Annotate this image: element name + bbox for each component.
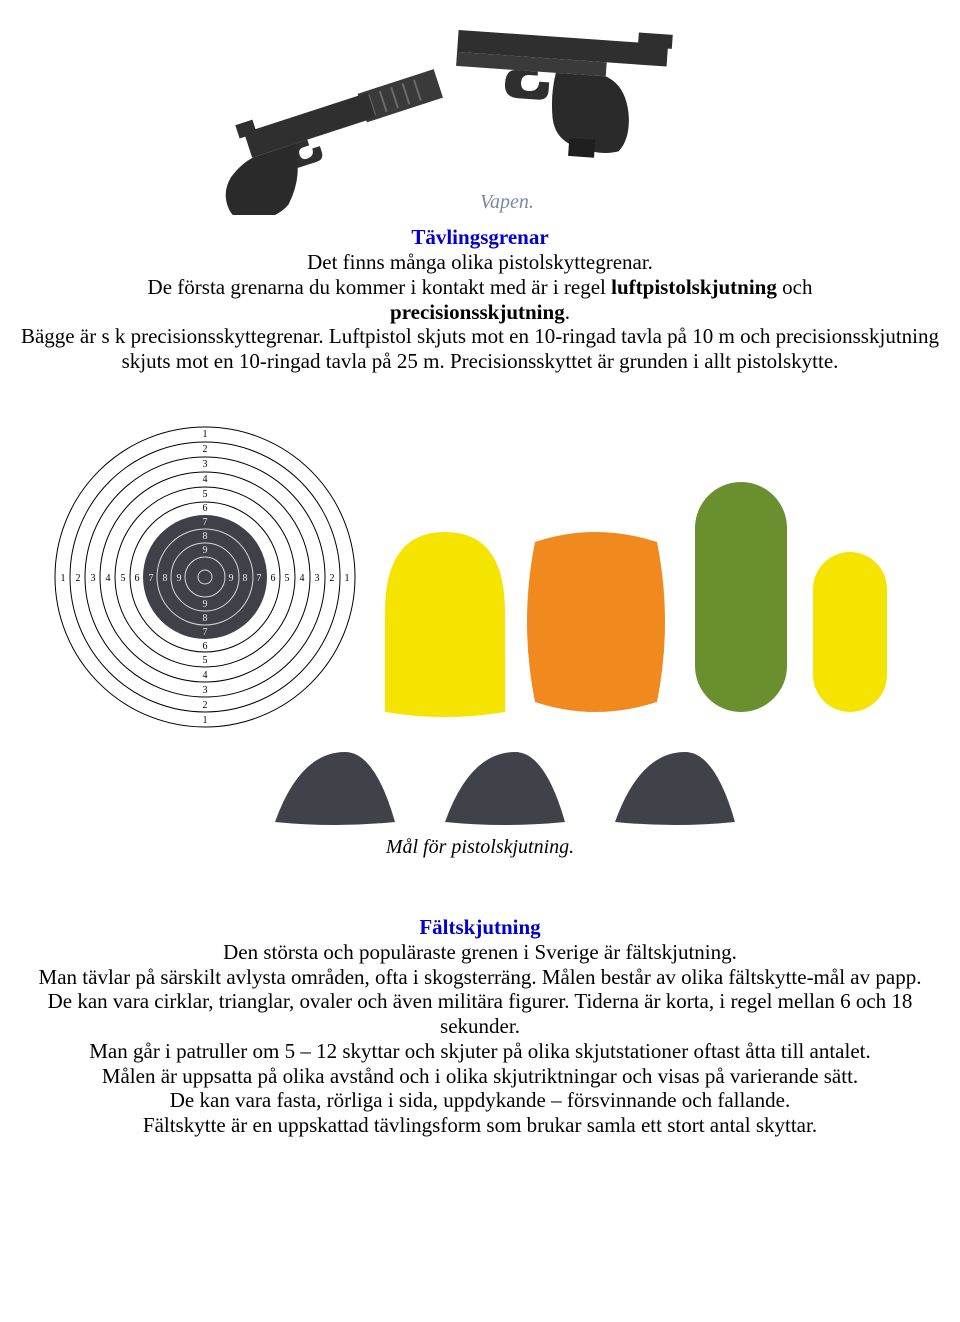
svg-text:6: 6 — [203, 503, 208, 514]
section2-title: Fältskjutning — [20, 915, 940, 940]
svg-text:9: 9 — [177, 573, 182, 584]
section1-line3: precisionsskjutning. — [20, 300, 940, 325]
svg-text:8: 8 — [163, 573, 168, 584]
svg-text:1: 1 — [61, 573, 66, 584]
section2-line3: De kan vara cirklar, trianglar, ovaler o… — [20, 989, 940, 1039]
section2-line1: Den största och populäraste grenen i Sve… — [20, 940, 940, 965]
svg-text:9: 9 — [203, 599, 208, 610]
svg-text:5: 5 — [203, 489, 208, 500]
svg-text:7: 7 — [203, 627, 208, 638]
svg-text:3: 3 — [203, 459, 208, 470]
svg-text:4: 4 — [300, 573, 305, 584]
section2-line7: Fältskytte är en uppskattad tävlingsform… — [20, 1113, 940, 1138]
svg-text:4: 4 — [203, 670, 208, 681]
pistols-caption: Vapen. — [480, 191, 534, 213]
section2-line6: De kan vara fasta, rörliga i sida, uppdy… — [20, 1088, 940, 1113]
svg-text:1: 1 — [203, 429, 208, 440]
svg-text:2: 2 — [203, 444, 208, 455]
svg-text:8: 8 — [203, 613, 208, 624]
targets-figure: 1 2 3 4 5 6 7 8 9 1 2 3 4 5 6 7 8 9 1 2 … — [45, 402, 915, 832]
svg-text:1: 1 — [203, 715, 208, 726]
section1-line2a: De första grenarna du kommer i kontakt m… — [148, 275, 612, 299]
svg-text:6: 6 — [135, 573, 140, 584]
svg-text:4: 4 — [106, 573, 111, 584]
svg-text:1: 1 — [345, 573, 350, 584]
section1-title: Tävlingsgrenar — [20, 225, 940, 250]
pistols-figure: Vapen. — [200, 0, 700, 215]
target-yellow-arch — [385, 532, 505, 717]
section1-line2-bold: luftpistolskjutning — [611, 275, 777, 299]
svg-text:8: 8 — [243, 573, 248, 584]
svg-text:5: 5 — [203, 655, 208, 666]
section2-line5: Målen är uppsatta på olika avstånd och i… — [20, 1064, 940, 1089]
section1-line3b: . — [565, 300, 570, 324]
svg-text:7: 7 — [149, 573, 154, 584]
svg-text:2: 2 — [203, 700, 208, 711]
svg-text:7: 7 — [203, 517, 208, 528]
section1-line2c: och — [777, 275, 813, 299]
svg-text:9: 9 — [203, 545, 208, 556]
document-page: Vapen. Tävlingsgrenar Det finns många ol… — [0, 0, 960, 1178]
svg-text:2: 2 — [330, 573, 335, 584]
svg-text:4: 4 — [203, 474, 208, 485]
targets-caption: Mål för pistolskjutning. — [20, 836, 940, 859]
spacer — [20, 859, 940, 909]
svg-text:7: 7 — [257, 573, 262, 584]
svg-text:9: 9 — [229, 573, 234, 584]
target-orange-barrel — [527, 532, 665, 712]
svg-text:3: 3 — [203, 685, 208, 696]
target-green-pill — [695, 482, 787, 712]
section2-line4: Man går i patruller om 5 – 12 skyttar oc… — [20, 1039, 940, 1064]
svg-text:6: 6 — [271, 573, 276, 584]
target-yellow-pill — [813, 552, 887, 712]
svg-text:5: 5 — [121, 573, 126, 584]
svg-text:3: 3 — [315, 573, 320, 584]
section2-line2: Man tävlar på särskilt avlysta områden, … — [20, 965, 940, 990]
svg-text:5: 5 — [285, 573, 290, 584]
svg-text:6: 6 — [203, 641, 208, 652]
section1-line2: De första grenarna du kommer i kontakt m… — [20, 275, 940, 300]
section1-line3-bold: precisionsskjutning — [390, 300, 565, 324]
section1-line4: Bägge är s k precisionsskyttegrenar. Luf… — [20, 324, 940, 374]
svg-text:8: 8 — [203, 531, 208, 542]
svg-text:3: 3 — [91, 573, 96, 584]
section1-line1: Det finns många olika pistolskyttegrenar… — [20, 250, 940, 275]
svg-text:2: 2 — [76, 573, 81, 584]
